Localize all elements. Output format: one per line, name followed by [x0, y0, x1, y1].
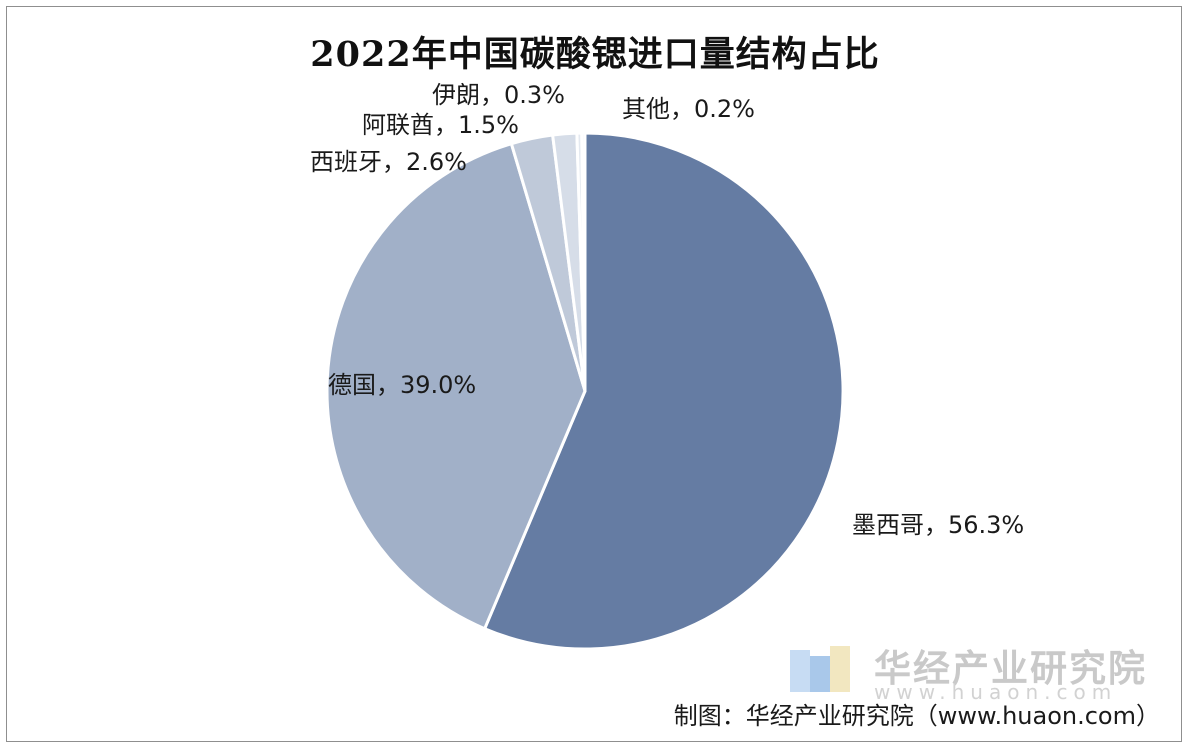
slice-label-5: 伊朗，0.3% [432, 81, 565, 109]
watermark: 华经产业研究院 www.huaon.com [790, 636, 1170, 704]
pie-slice-6 [580, 131, 587, 393]
pie-slice-1 [483, 131, 845, 651]
watermark-url: www.huaon.com [874, 680, 1118, 704]
chart-title: 2022年中国碳酸锶进口量结构占比 [310, 34, 880, 75]
pie-slice-2 [325, 142, 587, 631]
pie-slices [325, 131, 845, 651]
slice-label-2: 德国，39.0% [328, 371, 476, 399]
slice-label-3: 西班牙，2.6% [310, 148, 467, 176]
source-note: 制图：华经产业研究院（www.huaon.com） [673, 702, 1160, 730]
slice-label-6: 其他，0.2% [622, 95, 755, 123]
slice-label-4: 阿联酋，1.5% [362, 111, 519, 139]
watermark-logo-icon [790, 646, 850, 692]
watermark-name: 华经产业研究院 [874, 647, 1147, 690]
pie-labels: 墨西哥，56.3% 德国，39.0% 西班牙，2.6% 阿联酋，1.5%伊朗，0.3%… [310, 81, 1024, 539]
slice-label-1: 墨西哥，56.3% [852, 511, 1024, 539]
